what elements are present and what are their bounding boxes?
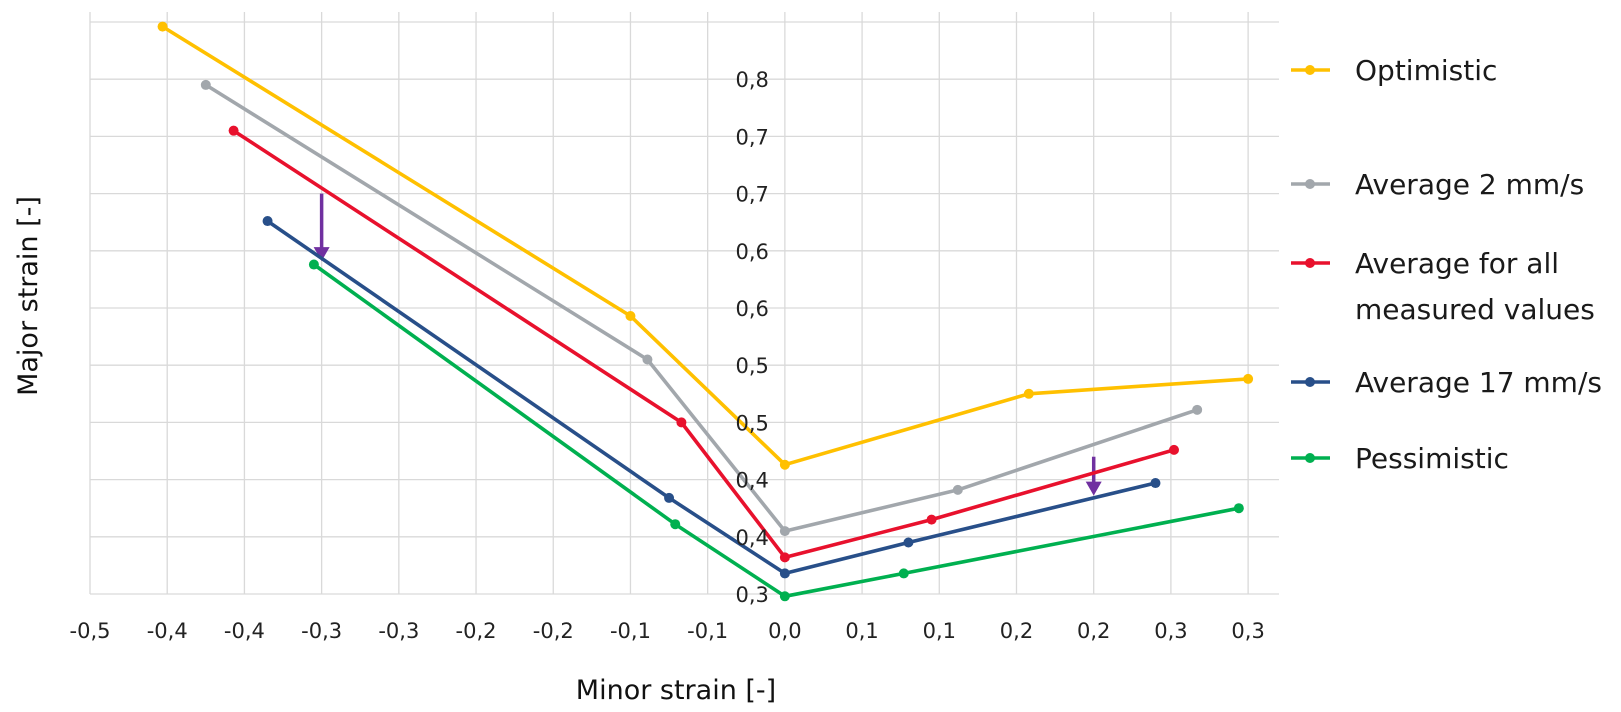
legend-label-line: Average 2 mm/s xyxy=(1355,168,1584,201)
x-axis-title: Minor strain [-] xyxy=(576,675,776,706)
legend-swatch-marker xyxy=(1305,65,1315,75)
annotation-arrow-head xyxy=(313,247,330,262)
data-point xyxy=(200,79,211,90)
data-point xyxy=(676,417,687,428)
data-point xyxy=(1233,503,1244,514)
x-tick-label: 0,1 xyxy=(845,619,878,643)
data-point xyxy=(898,568,909,579)
y-tick-label: 0,7 xyxy=(735,125,768,149)
data-point xyxy=(642,354,653,365)
y-tick-labels: 0,3 0,4 0,4 0,5 0,5 0,6 0,6 0,7 0,7 0,8 xyxy=(735,68,768,607)
x-tick-label: 0,3 xyxy=(1231,619,1264,643)
data-point xyxy=(779,568,790,579)
x-tick-label: 0,1 xyxy=(923,619,956,643)
data-point xyxy=(228,125,239,136)
data-point xyxy=(903,537,914,548)
data-point xyxy=(1023,388,1034,399)
legend-label-line: Average for all xyxy=(1355,247,1559,280)
legend-label: Average 2 mm/s xyxy=(1355,168,1584,201)
data-point xyxy=(625,311,636,322)
data-point xyxy=(308,259,319,270)
data-point xyxy=(952,484,963,495)
legend-label-line: Average 17 mm/s xyxy=(1355,366,1602,399)
data-point xyxy=(157,21,168,32)
x-tick-label: -0,4 xyxy=(147,619,188,643)
legend-swatch-marker xyxy=(1305,377,1315,387)
y-tick-label: 0,6 xyxy=(735,297,768,321)
x-tick-label: -0,3 xyxy=(378,619,419,643)
series-line xyxy=(231,128,1176,560)
legend-swatch-marker xyxy=(1305,258,1315,268)
x-tick-label: 0,3 xyxy=(1154,619,1187,643)
legend-label: Optimistic xyxy=(1355,54,1497,87)
y-tick-label: 0,4 xyxy=(735,469,768,493)
x-tick-label: -0,4 xyxy=(224,619,265,643)
legend: Optimistic Average 2 mm/s Average for all m… xyxy=(1291,54,1602,475)
data-point xyxy=(779,552,790,563)
y-tick-label: 0,3 xyxy=(735,583,768,607)
x-tick-label: -0,2 xyxy=(456,619,497,643)
legend-swatch-marker xyxy=(1305,453,1315,463)
legend-label: Average 17 mm/s xyxy=(1355,366,1602,399)
data-point xyxy=(670,519,681,530)
y-tick-label: 0,6 xyxy=(735,240,768,264)
x-tick-label: -0,5 xyxy=(70,619,111,643)
y-tick-label: 0,4 xyxy=(735,526,768,550)
data-point xyxy=(664,492,675,503)
series-lines xyxy=(157,21,1254,602)
legend-swatch-marker xyxy=(1305,179,1315,189)
data-point xyxy=(1192,404,1203,415)
legend-label: Pessimistic xyxy=(1355,442,1509,475)
x-tick-label: 0,0 xyxy=(768,619,801,643)
x-tick-label: -0,1 xyxy=(687,619,728,643)
x-tick-labels: -0,5 -0,4 -0,4 -0,3 -0,3 -0,2 -0,2 -0,1 -0,1 0,0 0… xyxy=(70,619,1265,643)
legend-label-line: Pessimistic xyxy=(1355,442,1509,475)
x-tick-label: -0,1 xyxy=(610,619,651,643)
y-tick-label: 0,5 xyxy=(735,354,768,378)
annotation-arrow-head xyxy=(1085,481,1102,496)
series-line xyxy=(160,24,1250,467)
data-point xyxy=(926,514,937,525)
data-point xyxy=(779,591,790,602)
data-point xyxy=(1168,444,1179,455)
y-axis-title: Major strain [-] xyxy=(13,196,44,396)
x-tick-label: 0,2 xyxy=(1077,619,1110,643)
legend-label: Average for all measured values xyxy=(1355,247,1595,326)
y-tick-label: 0,5 xyxy=(735,411,768,435)
y-tick-label: 0,8 xyxy=(735,68,768,92)
data-point xyxy=(779,459,790,470)
x-tick-label: -0,3 xyxy=(301,619,342,643)
legend-label-line: measured values xyxy=(1355,293,1595,326)
x-tick-label: -0,2 xyxy=(533,619,574,643)
data-point xyxy=(1243,373,1254,384)
data-point xyxy=(262,216,273,227)
data-point xyxy=(779,526,790,537)
legend-label-line: Optimistic xyxy=(1355,54,1497,87)
data-point xyxy=(1150,478,1161,489)
x-tick-label: 0,2 xyxy=(1000,619,1033,643)
y-tick-label: 0,7 xyxy=(735,183,768,207)
